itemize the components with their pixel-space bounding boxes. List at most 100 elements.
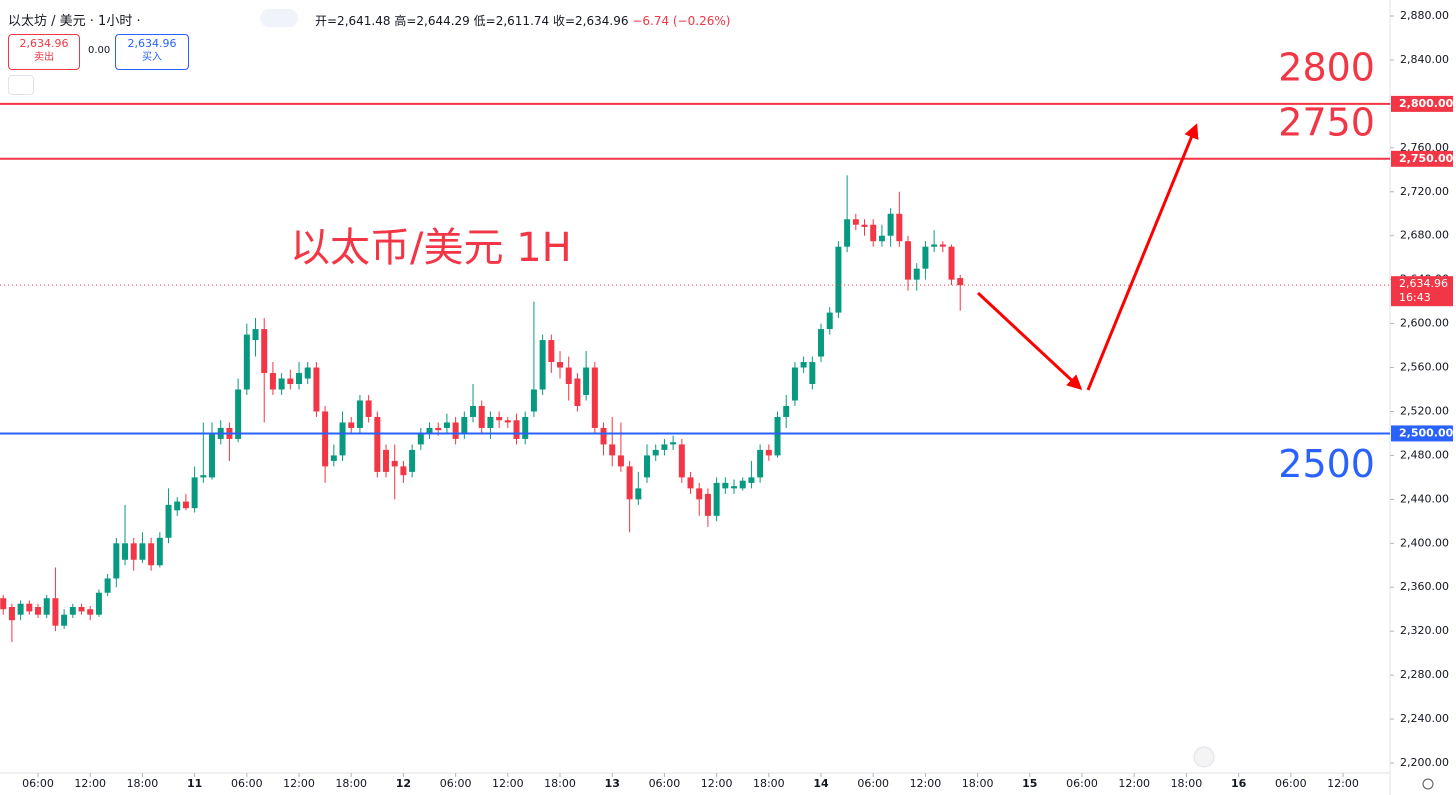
candle-body xyxy=(348,422,355,428)
candle-body xyxy=(713,482,720,516)
x-tick-label: 14 xyxy=(813,777,829,790)
y-tick-label: 2,240.00 xyxy=(1400,712,1449,725)
buy-price: 2,634.96 xyxy=(127,37,177,50)
candle-body xyxy=(870,224,877,242)
candle-body xyxy=(235,389,242,439)
candle-body xyxy=(69,607,76,615)
candle-body xyxy=(269,373,276,390)
buy-button[interactable]: 2,634.96 买入 xyxy=(115,34,189,70)
candle-body xyxy=(783,405,790,417)
y-tick-label: 2,480.00 xyxy=(1400,448,1449,461)
level-note: 2800 xyxy=(1278,45,1375,89)
candle-body xyxy=(374,416,381,472)
level-label: 2,750.00 xyxy=(1399,152,1454,165)
candle-body xyxy=(339,422,346,456)
candle-body xyxy=(739,480,746,489)
y-tick-label: 2,760.00 xyxy=(1400,141,1449,154)
level-label-box xyxy=(1391,150,1453,167)
candle-body xyxy=(26,603,33,612)
candle-body xyxy=(391,460,398,467)
last-price-box xyxy=(1391,276,1453,307)
candle-body xyxy=(626,466,633,500)
x-tick-label: 12:00 xyxy=(701,777,733,790)
last-price-time: 16:43 xyxy=(1399,291,1431,304)
candle-body xyxy=(774,416,781,456)
collapse-button[interactable] xyxy=(8,75,34,95)
candle-body xyxy=(17,603,24,615)
candle-body xyxy=(209,433,216,478)
sell-price: 2,634.96 xyxy=(19,37,69,50)
quote-change: −6.74 (−0.26%) xyxy=(632,14,731,28)
candle-body xyxy=(478,405,485,428)
candle-body xyxy=(365,400,372,417)
candle-body xyxy=(748,477,755,483)
x-tick-label: 12:00 xyxy=(492,777,524,790)
x-tick-label: 11 xyxy=(187,777,202,790)
forecast-arrow xyxy=(976,291,1083,391)
y-tick-label: 2,560.00 xyxy=(1400,361,1449,374)
candle-body xyxy=(174,501,181,511)
last-price-label: 2,634.96 xyxy=(1399,277,1448,290)
candle-body xyxy=(617,455,624,467)
x-tick-label: 18:00 xyxy=(753,777,785,790)
quote-high: 高=2,644.29 xyxy=(394,14,470,28)
settings-icon[interactable] xyxy=(1422,778,1434,790)
candle-body xyxy=(887,213,894,236)
candle-body xyxy=(156,537,163,566)
y-tick-label: 2,400.00 xyxy=(1400,536,1449,549)
y-tick-label: 2,600.00 xyxy=(1400,317,1449,330)
x-tick-label: 12:00 xyxy=(910,777,942,790)
symbol-title: 以太坊 / 美元 · 1小时 · xyxy=(8,14,141,29)
candle-body xyxy=(504,420,511,423)
candle-body xyxy=(905,241,912,280)
candle-body xyxy=(670,442,677,445)
candle-body xyxy=(539,340,546,390)
candle-body xyxy=(635,488,642,500)
candle-body xyxy=(165,504,172,538)
candle-body xyxy=(644,455,651,478)
candle-body xyxy=(383,449,390,472)
candle-body xyxy=(52,598,59,626)
candle-body xyxy=(148,543,155,566)
candle-body xyxy=(896,213,903,242)
x-tick-label: 18:00 xyxy=(544,777,576,790)
candle-body xyxy=(661,444,668,450)
level-label-box xyxy=(1391,95,1453,112)
candle-body xyxy=(757,449,764,478)
sell-label: 卖出 xyxy=(34,52,54,63)
x-tick-label: 12:00 xyxy=(283,777,315,790)
candle-body xyxy=(687,477,694,489)
candle-body xyxy=(835,246,842,313)
x-tick-label: 06:00 xyxy=(857,777,889,790)
x-tick-label: 12:00 xyxy=(74,777,106,790)
candle-body xyxy=(443,422,450,428)
level-label: 2,800.00 xyxy=(1399,97,1454,110)
candle-body xyxy=(182,501,189,509)
candle-body xyxy=(878,235,885,242)
candle-body xyxy=(765,449,772,456)
candle-body xyxy=(913,268,920,280)
y-tick-label: 2,880.00 xyxy=(1400,9,1449,22)
quote-line: 开=2,641.48 高=2,644.29 低=2,611.74 收=2,634… xyxy=(315,12,730,29)
candle-body xyxy=(191,477,198,509)
y-tick-label: 2,280.00 xyxy=(1400,668,1449,681)
y-tick-label: 2,360.00 xyxy=(1400,580,1449,593)
y-tick-label: 2,680.00 xyxy=(1400,229,1449,242)
candle-body xyxy=(35,607,42,615)
candle-body xyxy=(452,422,459,439)
candle-body xyxy=(583,367,590,395)
y-tick-label: 2,200.00 xyxy=(1400,756,1449,769)
quote-low: 低=2,611.74 xyxy=(473,14,550,28)
quote-close: 收=2,634.96 xyxy=(552,14,629,28)
candle-body xyxy=(322,411,329,467)
indicator-toggle[interactable] xyxy=(260,9,298,27)
quote-open: 开=2,641.48 xyxy=(315,14,391,28)
sell-button[interactable]: 2,634.96 卖出 xyxy=(8,34,80,70)
candle-body xyxy=(791,367,798,401)
candle-body xyxy=(95,592,102,615)
candle-body xyxy=(722,482,729,489)
candle-body xyxy=(731,486,738,489)
x-tick-label: 15 xyxy=(1022,777,1037,790)
candle-body xyxy=(470,405,477,417)
candle-body xyxy=(548,340,555,363)
